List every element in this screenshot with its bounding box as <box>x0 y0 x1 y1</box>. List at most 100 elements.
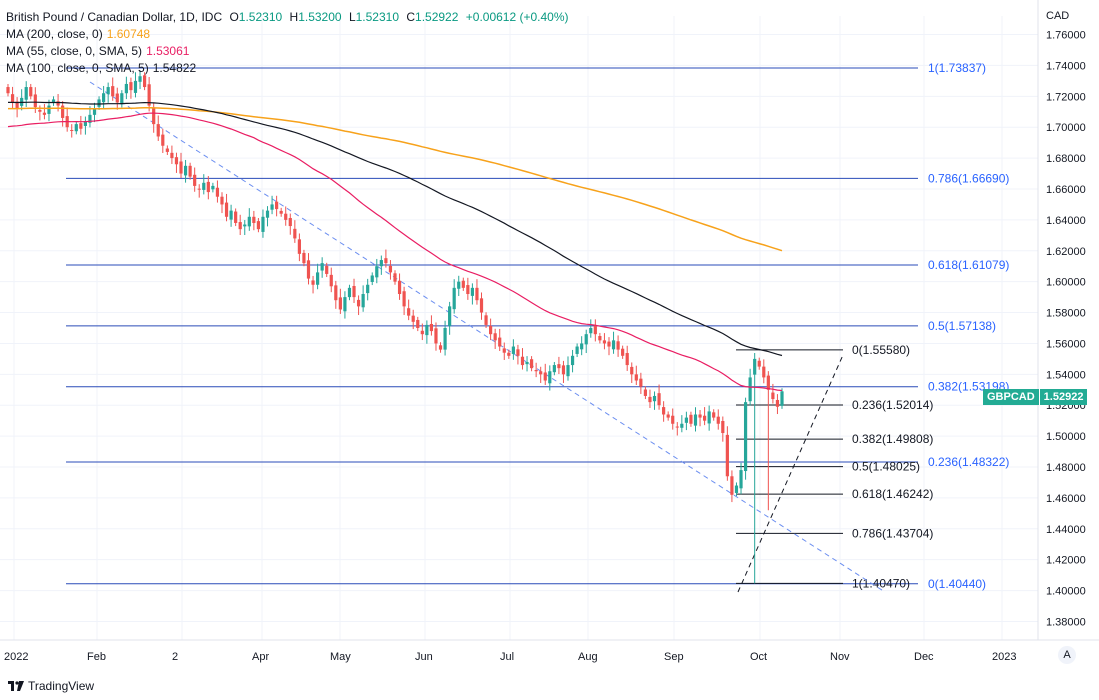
candle-body <box>593 325 597 335</box>
candle-body <box>24 87 28 100</box>
candle-body <box>712 412 716 418</box>
candle-body <box>766 375 770 390</box>
price-tick-label: 1.44000 <box>1046 524 1086 536</box>
candle-body <box>493 333 497 341</box>
last-price-badge: GBPCAD 1.52922 <box>983 389 1088 405</box>
candle-body <box>124 83 128 94</box>
candle-body <box>165 148 169 152</box>
price-tick-label: 1.40000 <box>1046 586 1086 598</box>
candle-body <box>338 297 342 310</box>
price-tick-label: 1.42000 <box>1046 555 1086 567</box>
candle-body <box>643 389 648 396</box>
fib-blue-level-label: 0.236(1.48322) <box>928 455 1009 469</box>
candle-body <box>247 216 251 227</box>
candle-body <box>561 365 566 375</box>
legend-row-ma55[interactable]: MA (55, close, 0, SMA, 5) 1.53061 <box>6 43 569 60</box>
candle-body <box>311 280 315 285</box>
fib-blue-level-label: 0(1.40440) <box>928 577 986 591</box>
candle-body <box>580 343 584 350</box>
candle-body <box>639 378 643 387</box>
candle-body <box>434 328 438 344</box>
candle-body <box>607 341 611 347</box>
candle-body <box>375 266 379 278</box>
candle-body <box>193 174 197 186</box>
candle-body <box>79 123 83 129</box>
price-tick-label: 1.56000 <box>1046 338 1086 350</box>
candle-body <box>156 124 160 137</box>
candle-body <box>197 188 201 190</box>
candle-body <box>106 87 110 95</box>
candle-body <box>179 161 183 174</box>
legend-row-ma200[interactable]: MA (200, close, 0) 1.60748 <box>6 26 569 43</box>
legend-close: 1.52922 <box>415 10 459 24</box>
candle-body <box>393 273 397 282</box>
candle-body <box>206 181 210 193</box>
chart-legend: British Pound / Canadian Dollar, 1D, IDC… <box>6 9 569 77</box>
candle-body <box>511 346 515 354</box>
candle-body <box>83 121 87 126</box>
candle-body <box>51 99 56 103</box>
price-tick-label: 1.66000 <box>1046 184 1086 196</box>
candle-body <box>525 361 529 365</box>
fib-black-level-label: 0(1.55580) <box>852 343 910 357</box>
candle-body <box>411 315 415 322</box>
candle-body <box>584 334 588 345</box>
legend-row-ma100[interactable]: MA (100, close, 0, SMA, 5) 1.54822 <box>6 60 569 77</box>
time-tick-label: Jul <box>500 651 514 663</box>
candle-body <box>388 265 393 273</box>
candle-body <box>334 285 338 301</box>
downtrend-dashed-line[interactable] <box>89 81 886 593</box>
candle-body <box>407 308 411 316</box>
candle-body <box>265 210 270 218</box>
ma200-label: MA (200, close, 0) <box>6 27 103 41</box>
candle-body <box>47 105 51 114</box>
candle-body <box>657 393 661 406</box>
tradingview-logo[interactable]: TradingView <box>8 679 94 693</box>
candle-body <box>384 258 388 264</box>
candle-body <box>516 349 520 356</box>
ma-100-line <box>8 101 783 357</box>
candle-body <box>566 365 570 377</box>
candle-body <box>10 94 15 103</box>
candle-body <box>402 291 406 307</box>
ma200-value: 1.60748 <box>106 27 151 41</box>
candle-body <box>707 411 711 424</box>
candle-body <box>397 280 402 295</box>
candle-body <box>475 287 479 301</box>
candle-body <box>288 218 292 227</box>
candle-body <box>662 407 666 415</box>
candle-body <box>502 348 506 353</box>
candlestick-series <box>6 70 784 584</box>
fib-black-level-label: 0.382(1.49808) <box>852 432 933 446</box>
candle-body <box>152 107 156 125</box>
candle-body <box>775 399 780 407</box>
candle-body <box>202 182 206 190</box>
candle-body <box>753 358 757 375</box>
price-axis[interactable]: 1.76000 1.74000 1.72000 1.70000 1.68000 1.660… <box>1046 30 1086 629</box>
legend-title: British Pound / Canadian Dollar, 1D, IDC <box>6 10 223 24</box>
legend-high: 1.53200 <box>298 10 342 24</box>
candle-body <box>684 417 688 423</box>
candle-body <box>507 352 511 356</box>
ma55-label: MA (55, close, 0, SMA, 5) <box>6 44 143 58</box>
candle-body <box>111 86 115 97</box>
time-tick-label: Aug <box>578 651 598 663</box>
candle-body <box>543 372 547 381</box>
candle-body <box>652 395 657 402</box>
candle-body <box>762 366 766 378</box>
tradingview-logo-icon <box>8 681 24 691</box>
candle-body <box>739 470 743 489</box>
candle-body <box>293 228 297 239</box>
candle-body <box>316 272 320 285</box>
auto-scale-button[interactable]: A <box>1058 646 1076 664</box>
legend-high-label: H <box>289 10 299 24</box>
candle-body <box>220 196 224 205</box>
time-axis[interactable]: 2022 Feb 2 Apr May Jun Jul Aug Sep Oct Nov Dec 2023 <box>4 651 1016 663</box>
candle-body <box>215 187 220 197</box>
fib-trend-dashed-line[interactable] <box>737 354 844 593</box>
candle-body <box>498 337 502 347</box>
ma-200-line <box>8 107 783 252</box>
candle-body <box>252 216 256 223</box>
candle-body <box>552 365 556 373</box>
